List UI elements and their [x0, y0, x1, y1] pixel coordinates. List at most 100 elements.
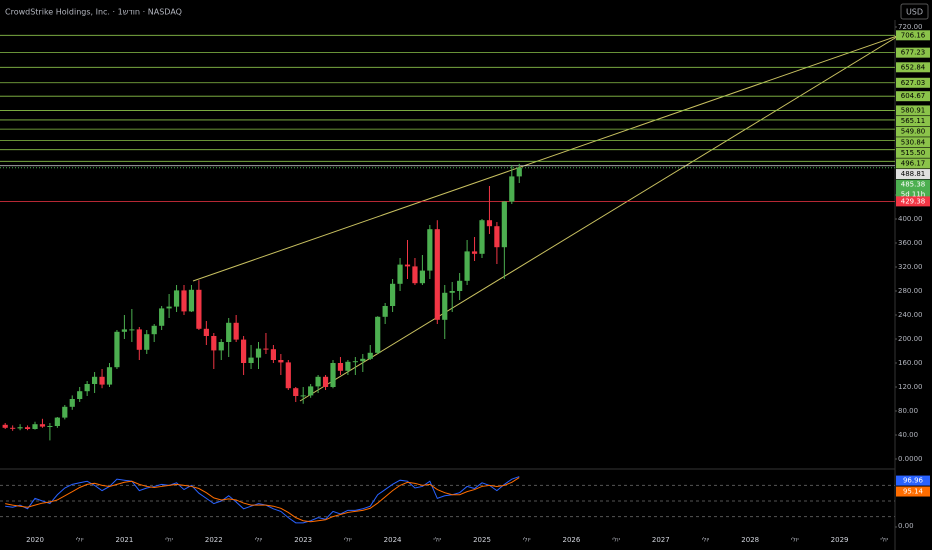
candle-body: [136, 329, 142, 350]
candle-body: [32, 424, 38, 429]
x-tick-label: 2023: [294, 536, 312, 544]
candle-body: [315, 376, 321, 387]
level-label-box: [896, 147, 930, 158]
candle-body: [84, 384, 90, 392]
rsi-label-box: [896, 486, 930, 497]
candle-body: [151, 325, 157, 335]
candle-body: [159, 308, 165, 326]
candle-body: [2, 424, 8, 428]
price-scale: 0.0000 40.00 80.00 120.00 160.00 200.00 240.00…: [895, 23, 930, 530]
last-price-box: [896, 179, 930, 200]
candle-body: [457, 280, 463, 291]
y-tick-label: 240.00: [898, 311, 923, 319]
candle-body: [509, 176, 515, 202]
y-tick-label: 0.0000: [898, 455, 923, 463]
level-label: 530.84: [901, 138, 926, 146]
x-tick-label: יולי: [791, 537, 799, 544]
level-label: 706.16: [901, 31, 926, 39]
candle-body: [233, 322, 239, 340]
alert-label-box: [896, 196, 930, 207]
x-tick-label: יולי: [702, 537, 710, 544]
rsi-label-box: [896, 475, 930, 486]
rsi-label: 96.96: [903, 477, 924, 485]
level-label-box: [896, 62, 930, 73]
candle-body: [479, 220, 485, 254]
candle-body: [10, 427, 16, 429]
y-tick-label: 280.00: [898, 287, 923, 295]
candle-body: [54, 417, 60, 426]
rsi-line: [5, 477, 520, 523]
candle-body: [226, 322, 232, 342]
x-tick-label: יולי: [433, 537, 441, 544]
candle-body: [494, 226, 500, 248]
y-tick-label: 40.00: [898, 431, 918, 439]
level-label: 496.17: [901, 159, 926, 167]
candle-body: [270, 349, 276, 360]
level-label: 627.03: [901, 79, 926, 87]
rsi-line: [5, 476, 520, 524]
candle-body: [501, 201, 507, 248]
x-tick-label: 2028: [741, 536, 759, 544]
candle-body: [367, 352, 373, 359]
candle-body: [255, 348, 262, 358]
candle-body: [278, 360, 284, 363]
level-label: 565.11: [901, 117, 926, 125]
chart-title: CrowdStrike Holdings, Inc. · 1חודש · NAS…: [5, 8, 182, 17]
candle-body: [248, 357, 254, 363]
x-tick-label: 2024: [384, 536, 402, 544]
x-tick-label: 2027: [652, 536, 670, 544]
y-tick-label: 200.00: [898, 335, 923, 343]
candle-body: [24, 427, 31, 429]
candle-body: [449, 291, 455, 293]
candle-body: [203, 328, 209, 336]
level-label-box: [896, 77, 930, 88]
candle-body: [218, 342, 224, 351]
level-label: 677.23: [901, 49, 926, 57]
candle-body: [464, 251, 470, 281]
candle-body: [99, 376, 105, 385]
countdown: 5d 11h: [901, 191, 925, 199]
candle-body: [337, 363, 344, 371]
candle-body: [308, 386, 314, 396]
y-tick-label: 720.00: [898, 23, 923, 31]
candle-body: [241, 339, 247, 363]
candle-body: [404, 264, 411, 267]
candle-body: [188, 289, 195, 312]
level-label: 515.50: [901, 149, 926, 157]
x-tick-label: 2026: [562, 536, 580, 544]
candle-body: [390, 283, 396, 306]
y-tick-label: 0.00: [898, 522, 914, 530]
x-tick-label: יולי: [165, 537, 173, 544]
candle-body: [69, 399, 75, 407]
candle-body: [360, 358, 366, 362]
currency-box[interactable]: [900, 3, 929, 20]
candle-body: [196, 289, 202, 329]
rsi-label: 95.14: [903, 488, 924, 496]
currency[interactable]: USD: [906, 8, 923, 17]
level-label: 604.67: [901, 92, 926, 100]
candle-body: [166, 306, 172, 309]
candle-body: [92, 376, 98, 384]
candle-body: [293, 388, 299, 396]
level-label-box: [896, 30, 930, 41]
y-tick-label: 400.00: [898, 215, 923, 223]
candle-body: [263, 348, 269, 350]
x-tick-label: 2025: [473, 536, 491, 544]
trend-line: [192, 34, 901, 282]
candle-body: [300, 395, 306, 397]
candle-body: [516, 167, 522, 177]
candle-body: [77, 391, 83, 399]
candle-body: [434, 229, 440, 320]
candle-body: [173, 290, 180, 307]
candle-body: [419, 270, 425, 284]
candle-body: [345, 361, 351, 371]
y-tick-label: 80.00: [898, 407, 918, 415]
candle-body: [486, 220, 493, 227]
x-tick-label: יולי: [523, 537, 531, 544]
level-label: 549.80: [901, 128, 926, 136]
candle-body: [144, 334, 150, 350]
y-tick-label: 320.00: [898, 263, 923, 271]
y-tick-label: 120.00: [898, 383, 923, 391]
candle-body: [39, 424, 46, 427]
